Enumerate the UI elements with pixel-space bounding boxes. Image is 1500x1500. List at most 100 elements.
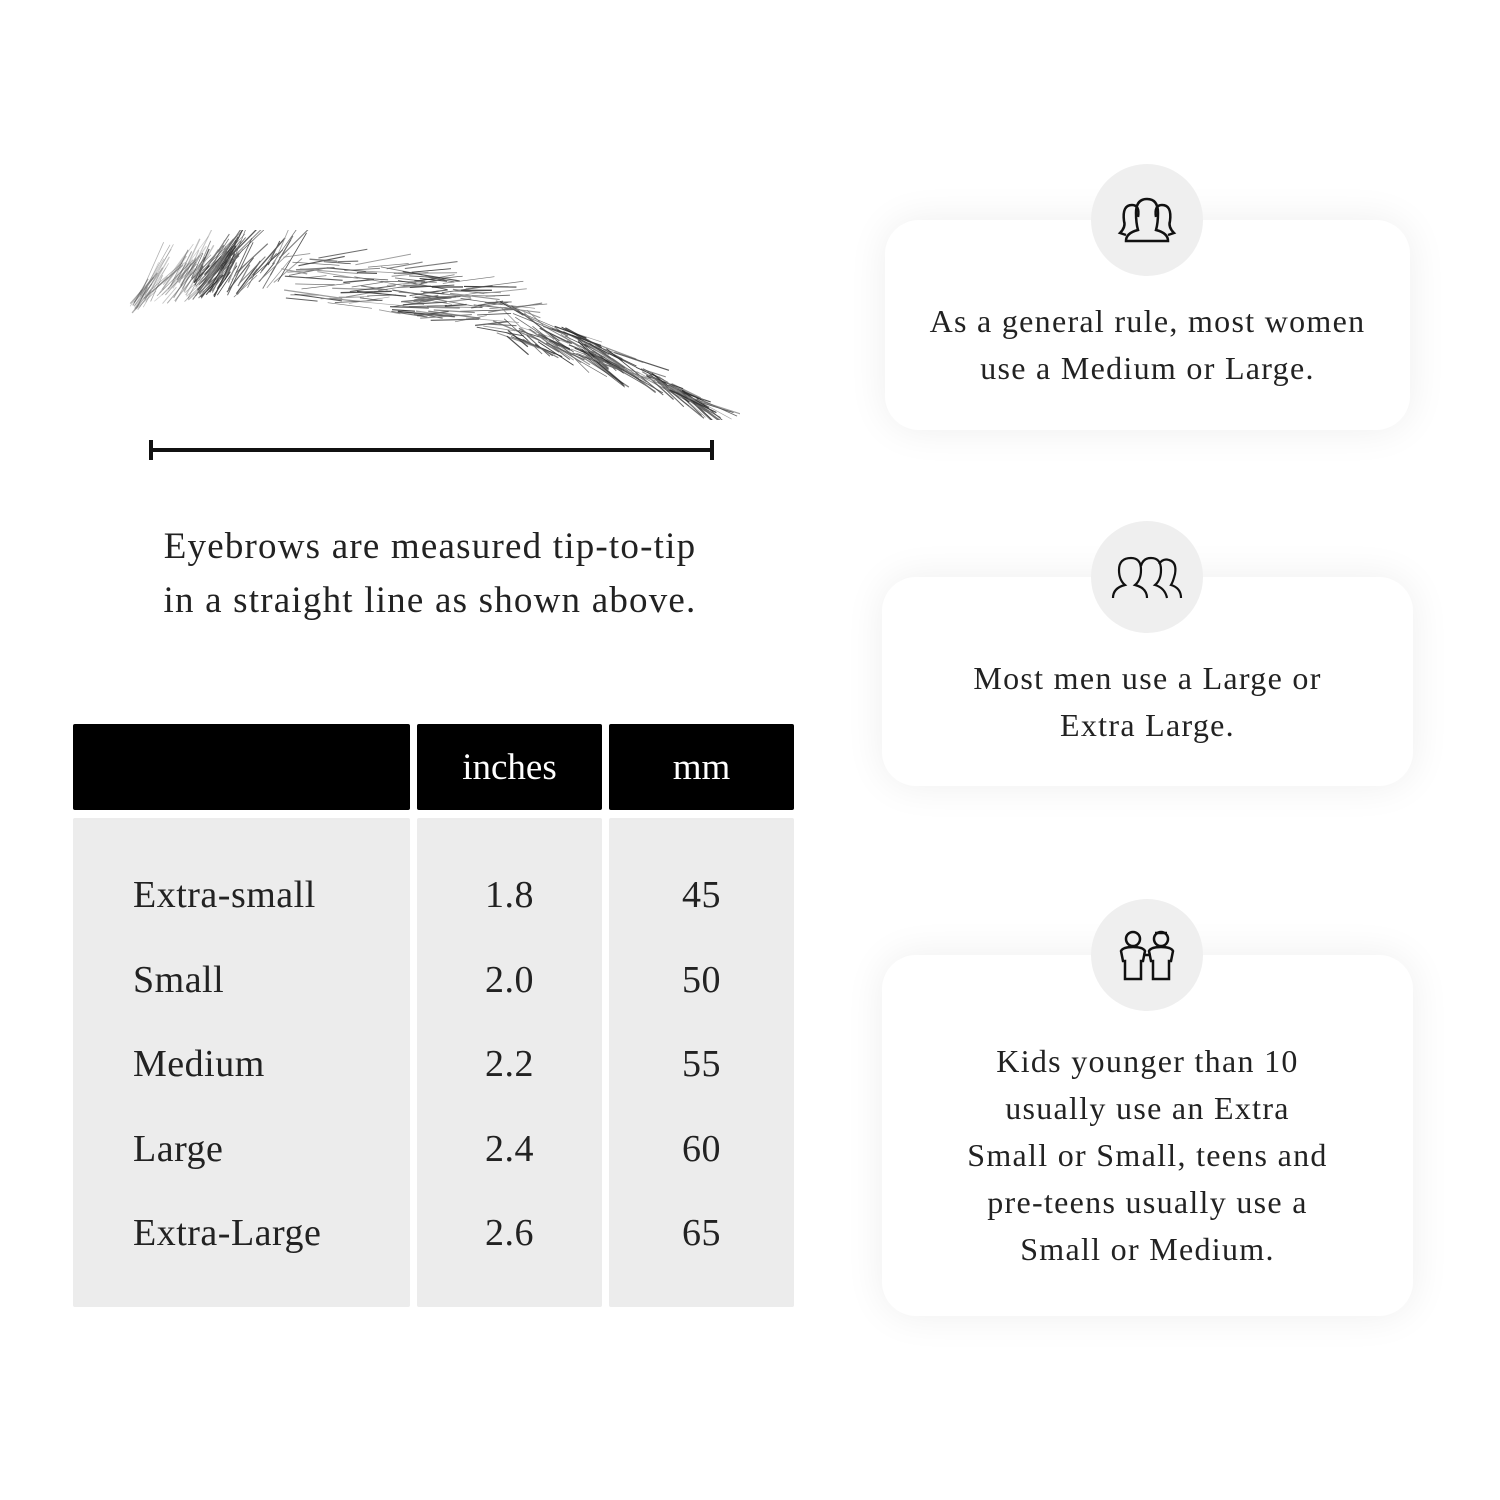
men-group-icon xyxy=(1091,521,1203,633)
eyebrow-hair-stroke xyxy=(170,249,189,287)
eyebrow-hair-stroke xyxy=(413,313,453,317)
eyebrow-hair-stroke xyxy=(452,288,485,295)
eyebrow-hair-stroke xyxy=(323,261,351,265)
eyebrow-hair-stroke xyxy=(284,275,343,281)
eyebrow-hair-stroke xyxy=(155,261,186,289)
eyebrow-hair-stroke xyxy=(154,280,179,302)
eyebrow-hair-stroke xyxy=(551,327,602,347)
inches-column: 1.8 2.0 2.2 2.4 2.6 xyxy=(417,818,602,1307)
eyebrow-hair-stroke xyxy=(301,282,351,290)
eyebrow-hair-stroke xyxy=(142,263,169,308)
eyebrow-hair-stroke xyxy=(144,256,170,301)
card-text-line: pre-teens usually use a xyxy=(987,1184,1308,1220)
eyebrow-hair-stroke xyxy=(181,268,196,289)
measurement-line xyxy=(149,440,714,460)
eyebrow-hair-stroke xyxy=(526,315,558,331)
eyebrow-hair-stroke xyxy=(235,243,269,274)
eyebrow-hair-stroke xyxy=(424,296,483,309)
inches-cell: 1.8 xyxy=(485,874,534,916)
eyebrow-hair-stroke xyxy=(518,329,548,340)
eyebrow-hair-stroke xyxy=(140,262,160,300)
eyebrow-hair-stroke xyxy=(133,272,158,304)
eyebrow-hair-stroke xyxy=(474,320,509,327)
eyebrow-hair-stroke xyxy=(139,242,164,296)
eyebrow-hair-stroke xyxy=(320,296,370,300)
eyebrow-hair-stroke xyxy=(592,350,625,371)
eyebrow-hair-stroke xyxy=(266,259,290,289)
eyebrow-hair-stroke xyxy=(390,306,429,309)
eyebrow-hair-stroke xyxy=(402,270,460,282)
eyebrow-hair-stroke xyxy=(553,326,571,340)
eyebrow-hair-stroke xyxy=(161,259,197,296)
eyebrow-hair-stroke xyxy=(134,258,165,306)
eyebrow-hair-stroke xyxy=(695,404,721,420)
eyebrow-hair-stroke xyxy=(237,268,258,295)
eyebrow-hair-stroke xyxy=(159,243,194,294)
size-cell: Small xyxy=(133,958,225,1001)
eyebrow-hair-stroke xyxy=(179,245,207,286)
eyebrow-hair-stroke xyxy=(176,251,193,281)
eyebrow-hair-stroke xyxy=(512,313,569,337)
eyebrow-hair-stroke xyxy=(141,248,172,297)
eyebrow-hair-stroke xyxy=(139,267,167,308)
eyebrow-hair-stroke xyxy=(354,276,406,287)
eyebrow-hair-stroke xyxy=(208,250,228,285)
eyebrow-hair-stroke xyxy=(414,294,439,301)
eyebrow-hair-stroke xyxy=(537,341,574,366)
eyebrow-hair-stroke xyxy=(579,345,610,373)
eyebrow-hair-stroke xyxy=(356,271,378,275)
eyebrow-hair-stroke xyxy=(193,265,210,284)
eyebrow-hair-stroke xyxy=(693,401,719,420)
inches-cell: 2.0 xyxy=(485,958,534,1001)
eyebrow-hair-stroke xyxy=(285,297,318,302)
eyebrow-hair-stroke xyxy=(585,356,626,388)
eyebrow-hair-stroke xyxy=(349,285,396,292)
eyebrow-hair-stroke xyxy=(607,362,656,392)
eyebrow-hair-stroke xyxy=(669,389,717,414)
mm-cell: 50 xyxy=(682,958,721,1001)
eyebrow-hair-stroke xyxy=(507,329,529,348)
eyebrow-hair-stroke xyxy=(476,326,525,337)
eyebrow-hair-stroke xyxy=(503,318,529,341)
size-column: Extra-small Small Medium Large Extra-Lar… xyxy=(73,818,410,1307)
eyebrow-hair-stroke xyxy=(133,283,153,307)
eyebrow-hair-stroke xyxy=(397,280,448,290)
eyebrow-hair-stroke xyxy=(425,276,455,283)
eyebrow-hair-stroke xyxy=(164,255,200,296)
eyebrow-hair-stroke xyxy=(506,335,529,356)
eyebrow-hair-stroke xyxy=(360,285,388,291)
card-text-line: Small or Medium. xyxy=(1020,1231,1275,1267)
eyebrow-hair-stroke xyxy=(538,333,571,350)
eyebrow-hair-stroke xyxy=(442,276,495,284)
eyebrow-hair-stroke xyxy=(539,327,572,345)
mm-cell: 60 xyxy=(682,1127,721,1170)
eyebrow-hair-stroke xyxy=(411,268,452,273)
eyebrow-illustration xyxy=(129,230,740,420)
eyebrow-hair-stroke xyxy=(576,352,598,362)
eyebrow-hair-stroke xyxy=(213,253,236,298)
eyebrow-hair-stroke xyxy=(334,299,383,304)
eyebrow-hair-stroke xyxy=(278,230,309,259)
header-size xyxy=(73,724,410,810)
card-text-line: As a general rule, most women xyxy=(929,303,1366,339)
card-text-line: Kids younger than 10 xyxy=(996,1043,1299,1079)
eyebrow-hair-stroke xyxy=(483,325,516,332)
eyebrow-hair-stroke xyxy=(386,261,423,270)
eyebrow-hair-stroke xyxy=(526,335,551,357)
eyebrow-hair-stroke xyxy=(144,244,174,296)
eyebrow-hair-stroke xyxy=(356,301,405,307)
eyebrow-hair-stroke xyxy=(318,248,368,259)
size-cell: Extra-Large xyxy=(133,1212,322,1254)
eyebrow-hair-stroke xyxy=(484,301,512,303)
eyebrow-hair-stroke xyxy=(681,389,702,401)
eyebrow-hair-stroke xyxy=(488,302,543,313)
women-group-icon xyxy=(1091,164,1203,276)
eyebrow-hair-stroke xyxy=(226,230,265,266)
eyebrow-hair-stroke xyxy=(404,260,458,270)
eyebrow-hair-stroke xyxy=(295,283,335,285)
eyebrow-hair-stroke xyxy=(477,312,512,316)
eyebrow-hair-stroke xyxy=(460,309,517,312)
eyebrow-hair-stroke xyxy=(162,286,177,304)
eyebrow-hair-stroke xyxy=(378,309,401,315)
eyebrow-hair-stroke xyxy=(166,256,206,304)
